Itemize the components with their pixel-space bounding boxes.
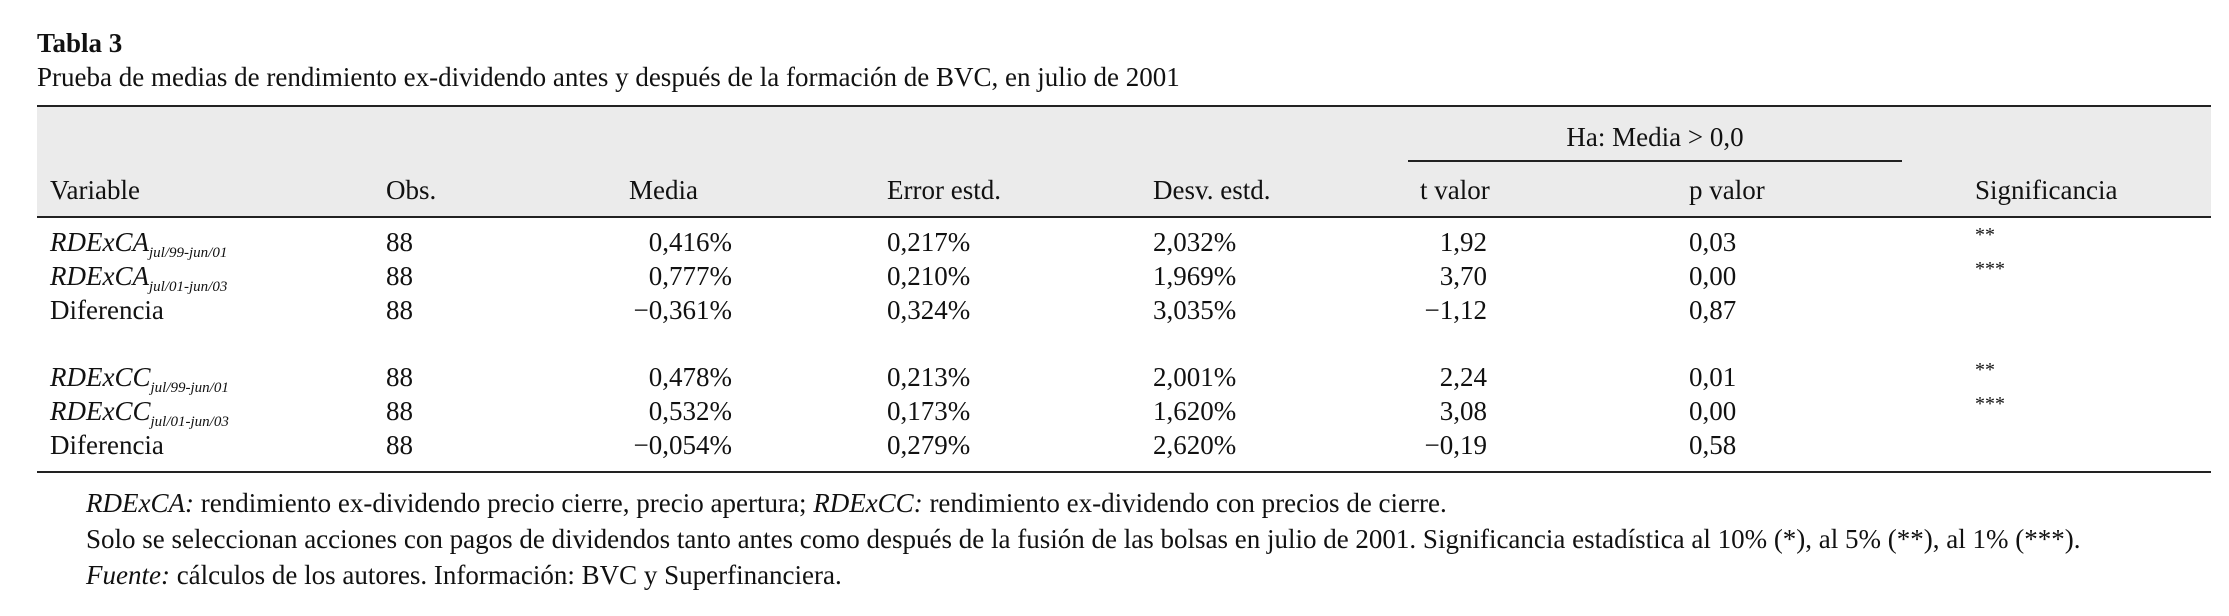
cell: 2,032% xyxy=(1153,227,1237,257)
variable-name: RDExCA xyxy=(50,227,149,257)
footnote: RDExCA: rendimiento ex-dividendo precio … xyxy=(86,490,1447,517)
cell: 0,00 xyxy=(1689,396,1737,426)
significance: ** xyxy=(1975,359,1995,381)
variable: RDExCAjul/99-jun/01 xyxy=(50,229,227,261)
column-header: Desv. estd. xyxy=(1153,175,1271,205)
cell: −0,361% xyxy=(633,295,732,325)
column-header: t valor xyxy=(1420,175,1490,205)
cell: 0,478% xyxy=(648,362,732,392)
cell: 3,08 xyxy=(1439,396,1487,426)
variable: RDExCAjul/01-jun/03 xyxy=(50,263,227,295)
cell: 0,279% xyxy=(887,430,971,460)
column-header: Error estd. xyxy=(887,175,1001,205)
cell: 3,035% xyxy=(1153,295,1237,325)
bottom-rule xyxy=(37,471,2211,473)
footnote-italic: RDExCA: xyxy=(86,488,194,518)
cell: 0,532% xyxy=(648,396,732,426)
column-header: Significancia xyxy=(1975,175,2118,205)
cell: 0,03 xyxy=(1689,227,1737,257)
variable-subscript: jul/01-jun/03 xyxy=(148,279,228,295)
cell: −0,19 xyxy=(1424,430,1487,460)
header-rule xyxy=(37,216,2211,218)
footnote-text: rendimiento ex-dividendo precio cierre, … xyxy=(193,488,814,518)
table-title: Prueba de medias de rendimiento ex-divid… xyxy=(37,62,1180,92)
variable-name: RDExCC xyxy=(50,396,151,426)
cell: 1,620% xyxy=(1153,396,1237,426)
cell: 0,324% xyxy=(887,295,971,325)
top-rule xyxy=(37,105,2211,107)
significance: *** xyxy=(1975,393,2005,415)
group-header: Ha: Media > 0,0 xyxy=(1566,122,1744,152)
column-header: p valor xyxy=(1689,175,1765,205)
footnote-italic: Fuente: xyxy=(86,560,170,590)
significance: *** xyxy=(1975,258,2005,280)
cell: 0,58 xyxy=(1689,430,1737,460)
table-label: Tabla 3 xyxy=(37,28,123,58)
variable-subscript: jul/01-jun/03 xyxy=(150,414,229,430)
cell: 0,00 xyxy=(1689,261,1737,291)
cell: 0,213% xyxy=(887,362,971,392)
cell: 3,70 xyxy=(1439,261,1487,291)
cell: 2,001% xyxy=(1153,362,1237,392)
variable: Diferencia xyxy=(50,430,164,460)
variable-name: RDExCC xyxy=(50,362,151,392)
footnote: Fuente: cálculos de los autores. Informa… xyxy=(86,562,842,589)
cell: 1,969% xyxy=(1153,261,1237,291)
cell: 88 xyxy=(386,295,413,325)
significance: ** xyxy=(1975,224,1995,246)
cell: 2,24 xyxy=(1439,362,1487,392)
cell: 0,416% xyxy=(648,227,732,257)
cell: 0,01 xyxy=(1689,362,1737,392)
footnote: Solo se seleccionan acciones con pagos d… xyxy=(86,526,2080,553)
cell: 0,87 xyxy=(1689,295,1737,325)
variable: RDExCCjul/01-jun/03 xyxy=(50,398,229,430)
column-header: Media xyxy=(629,175,698,205)
footnote-text: rendimiento ex-dividendo con precios de … xyxy=(922,488,1447,518)
cell: 88 xyxy=(386,430,413,460)
cell: 0,210% xyxy=(887,261,971,291)
cell: 88 xyxy=(386,227,413,257)
cell: 0,217% xyxy=(887,227,971,257)
variable-subscript: jul/99-jun/01 xyxy=(150,380,229,396)
cell: 1,92 xyxy=(1439,227,1487,257)
variable: RDExCCjul/99-jun/01 xyxy=(50,364,229,396)
column-header: Obs. xyxy=(386,175,437,205)
cell: −1,12 xyxy=(1424,295,1487,325)
group-rule xyxy=(1408,160,1902,162)
cell: 88 xyxy=(386,396,413,426)
cell: 88 xyxy=(386,362,413,392)
column-header: Variable xyxy=(50,175,140,205)
cell: 88 xyxy=(386,261,413,291)
footnote-text: Solo se seleccionan acciones con pagos d… xyxy=(86,524,2081,554)
footnote-text: cálculos de los autores. Información: BV… xyxy=(169,560,842,590)
variable: Diferencia xyxy=(50,295,164,325)
cell: 0,173% xyxy=(887,396,971,426)
cell: −0,054% xyxy=(633,430,732,460)
footnote-italic: RDExCC: xyxy=(813,488,923,518)
cell: 2,620% xyxy=(1153,430,1237,460)
variable-subscript: jul/99-jun/01 xyxy=(148,245,228,261)
cell: 0,777% xyxy=(648,261,732,291)
variable-name: RDExCA xyxy=(50,261,149,291)
